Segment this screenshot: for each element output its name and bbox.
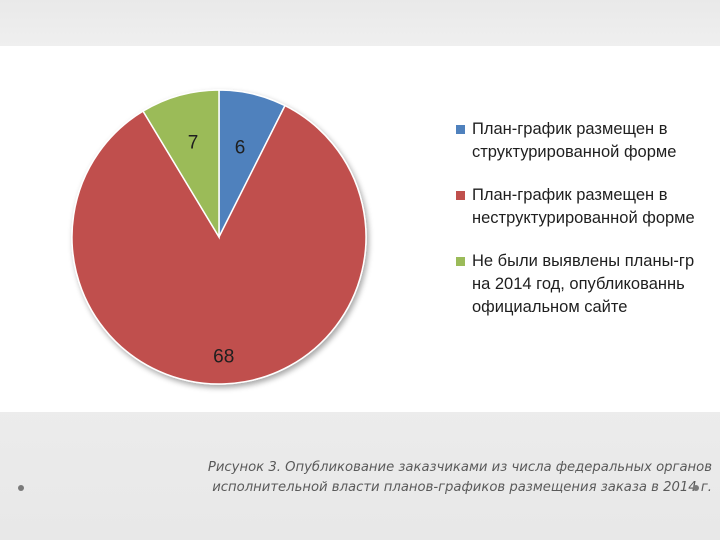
legend-swatch-not-found (456, 257, 465, 266)
pie-slices (71, 89, 367, 385)
pie-slice-not-found (142, 89, 220, 240)
slide-top-band (0, 0, 720, 46)
chart-legend: План-график размещен в структурированной… (456, 118, 720, 339)
legend-swatch-unstructured (456, 191, 465, 200)
data-label-not-found: 7 (188, 133, 199, 154)
legend-text: структурированной форме (472, 143, 677, 161)
chart-panel: 6 68 7 План-график размещен в структуриров… (0, 46, 720, 412)
pie-slice-unstructured (71, 104, 367, 385)
legend-item-unstructured: План-график размещен в неструктурированн… (456, 184, 720, 230)
legend-item-not-found: Не были выявлены планы-гр на 2014 год, о… (456, 250, 720, 319)
caption-line-2: исполнительной власти планов-графиков ра… (212, 480, 712, 495)
legend-item-structured: План-график размещен в структурированной… (456, 118, 720, 164)
slide-dot-right (693, 485, 699, 491)
pie-chart: 6 68 7 (71, 89, 367, 385)
data-label-unstructured: 68 (213, 346, 234, 367)
figure-caption: Рисунок 3. Опубликование заказчиками из … (0, 458, 712, 498)
slide-dot-left (18, 485, 24, 491)
caption-line-1: Рисунок 3. Опубликование заказчиками из … (207, 460, 712, 475)
legend-text: неструктурированной форме (472, 209, 695, 227)
legend-text: План-график размещен в (472, 120, 668, 138)
data-label-structured: 6 (235, 137, 246, 158)
legend-swatch-structured (456, 125, 465, 134)
legend-text: официальном сайте (472, 298, 628, 316)
legend-text: Не были выявлены планы-гр (472, 252, 695, 270)
legend-text: План-график размещен в (472, 186, 668, 204)
legend-text: на 2014 год, опубликованнь (472, 275, 685, 293)
